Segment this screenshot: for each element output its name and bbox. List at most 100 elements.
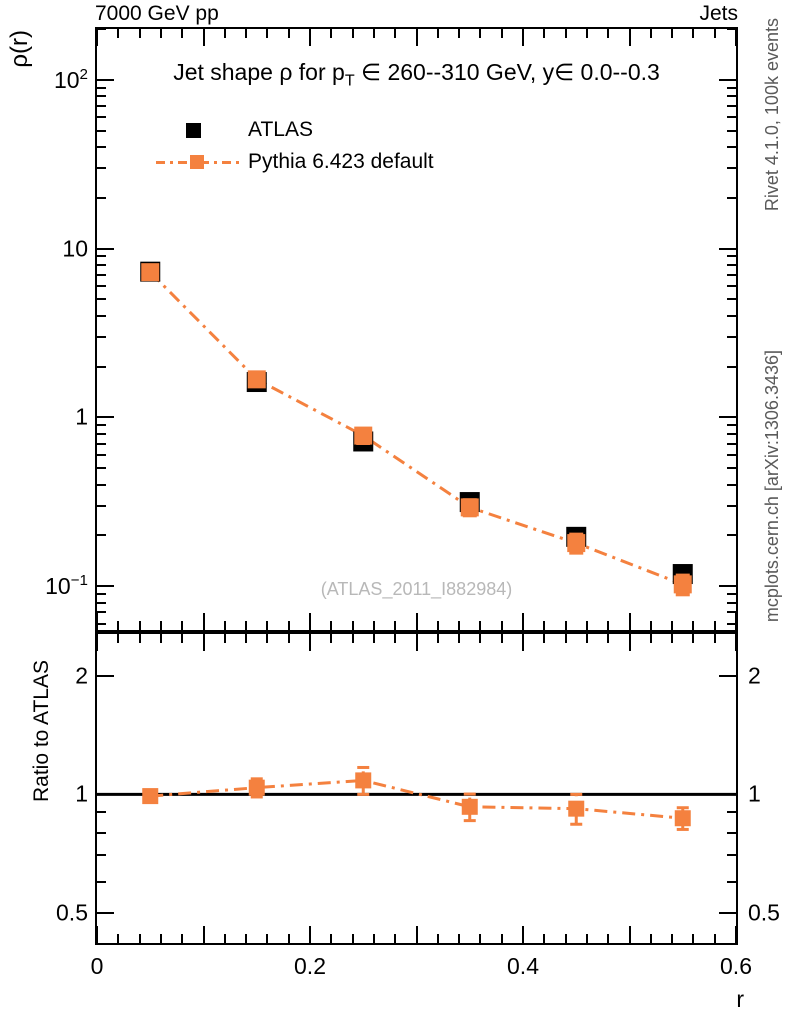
main-ytick-right (727, 504, 736, 507)
main-ytick-left (97, 86, 106, 89)
main-xtick-bottom (436, 621, 439, 630)
legend-entry-atlas[interactable]: ATLAS (152, 114, 434, 146)
main-ytick-right (727, 86, 736, 89)
ratio-xtick-top (479, 634, 482, 643)
main-ytick-right (727, 611, 736, 614)
main-ytick-right (719, 78, 736, 81)
ratio-xtick-bottom (543, 934, 546, 943)
ratio-xtick-bottom (458, 934, 461, 943)
ratio-data-point (461, 798, 478, 815)
main-plot-frame: Jet shape ρ for pT ∈ 260--310 GeV, y∈ 0.… (95, 27, 738, 632)
credit-mcplots-reference: mcplots.cern.ch [arXiv:1306.3436] (762, 350, 782, 623)
main-xtick-top (735, 29, 737, 46)
ratio-xtick-top (500, 634, 503, 643)
main-ytick-right (719, 247, 736, 250)
main-xtick-bottom (458, 621, 461, 630)
main-ytick-label-3: 10−1 (45, 572, 88, 599)
main-xtick-bottom (735, 613, 737, 630)
main-xtick-bottom (181, 621, 184, 630)
ratio-xtick-bottom (330, 934, 333, 943)
main-ytick-left (97, 424, 106, 427)
main-ytick-left (97, 365, 106, 368)
pythia-data-point (247, 370, 266, 389)
main-xtick-top (671, 29, 674, 38)
main-ytick-right (727, 453, 736, 456)
ratio-xtick-bottom (479, 934, 482, 943)
ratio-ytick-right (727, 811, 736, 814)
ratio-xtick-bottom (671, 934, 674, 943)
ratio-data-point (568, 800, 585, 817)
ratio-xtick-bottom (96, 926, 98, 943)
main-xtick-bottom (713, 621, 716, 630)
main-xtick-bottom (372, 621, 375, 630)
main-ytick-left (97, 104, 106, 107)
pythia-data-point (354, 426, 373, 445)
main-xtick-bottom (649, 621, 652, 630)
main-xtick-top (522, 29, 524, 46)
ratio-xtick-bottom (245, 934, 248, 943)
ratio-xtick-top (649, 634, 652, 643)
analysis-id-watermark: (ATLAS_2011_I882984) (320, 579, 513, 599)
ratio-xtick-top (223, 634, 226, 643)
legend-key-pythia (152, 146, 244, 178)
main-xtick-bottom (607, 621, 610, 630)
ratio-xtick-bottom (692, 934, 695, 943)
main-xtick-top (479, 29, 482, 38)
main-xtick-top (117, 29, 120, 38)
main-xtick-top (628, 29, 631, 46)
main-ytick-right (727, 483, 736, 486)
ratio-plot-svg (97, 765, 736, 831)
ratio-xtick-top (159, 634, 162, 643)
main-xtick-bottom (500, 621, 503, 630)
ratio-xtick-top (585, 634, 588, 643)
ratio-xtick-bottom (309, 926, 311, 943)
main-xtick-top (394, 29, 397, 38)
ratio-xtick-top (202, 634, 205, 651)
legend-label-pythia: Pythia 6.423 default (248, 150, 434, 173)
main-ytick-right (727, 145, 736, 148)
main-xtick-top (585, 29, 588, 38)
main-ytick-right (727, 442, 736, 445)
ratio-ytick-label-right-0: 2 (748, 662, 761, 689)
main-xtick-top (309, 29, 311, 46)
ratio-xtick-bottom (351, 934, 354, 943)
credit-rivet-version: Rivet 4.1.0, 100k events (762, 18, 782, 212)
pythia-data-point (460, 498, 479, 517)
main-ytick-left (97, 285, 106, 288)
ratio-ytick-label-right-2: 0.5 (748, 899, 780, 926)
main-xtick-bottom (266, 621, 269, 630)
main-xtick-top (181, 29, 184, 38)
x-axis-tick-label-1: 0.2 (294, 953, 326, 979)
ratio-ytick-label-right-1: 1 (748, 780, 761, 807)
legend-entry-pythia[interactable]: Pythia 6.423 default (152, 146, 434, 178)
main-xtick-top (287, 29, 290, 38)
ratio-xtick-bottom (649, 934, 652, 943)
ratio-ytick-right (727, 831, 736, 834)
ratio-xtick-top (245, 634, 248, 643)
main-xtick-top (436, 29, 439, 38)
main-ytick-right (727, 28, 736, 30)
main-ytick-right (727, 601, 736, 604)
plot-title-subscript: T (344, 71, 355, 90)
main-xtick-top (223, 29, 226, 38)
main-ytick-left (97, 78, 114, 81)
ratio-xtick-top (287, 634, 290, 643)
main-xtick-top (500, 29, 503, 38)
ratio-ytick-right (727, 880, 736, 883)
main-ytick-right (727, 622, 736, 625)
main-ytick-left (97, 28, 106, 30)
ratio-data-point (142, 788, 159, 805)
legend-key-atlas (152, 114, 244, 146)
main-ytick-left (97, 196, 106, 199)
main-ytick-right (727, 335, 736, 338)
main-xtick-top (607, 29, 610, 38)
ratio-xtick-top (607, 634, 610, 643)
main-ytick-left (97, 611, 106, 614)
ratio-xtick-top (628, 634, 631, 651)
main-plot-area (97, 29, 736, 630)
ratio-xtick-top (96, 634, 98, 651)
main-ytick-left (97, 314, 106, 317)
main-xtick-bottom (245, 621, 248, 630)
main-ytick-left (97, 432, 106, 435)
main-xtick-bottom (117, 621, 120, 630)
